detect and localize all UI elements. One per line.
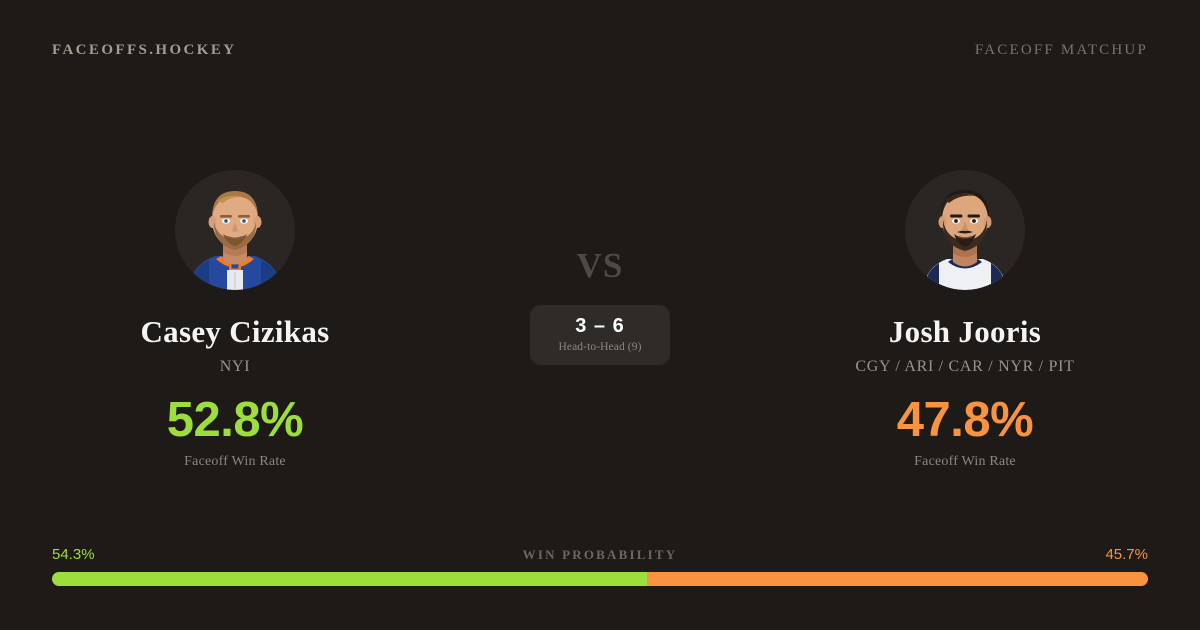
left-player-faceoff-label: Faceoff Win Rate [184, 453, 286, 469]
page-kicker: FACEOFF MATCHUP [974, 41, 1148, 58]
left-player-name: Casey Cizikas [140, 314, 330, 349]
win-probability-section: 54.3% WIN PROBABILITY 45.7% [52, 546, 1148, 586]
right-player-avatar [905, 170, 1025, 290]
player-headshot-jooris-icon [905, 170, 1025, 290]
right-player-card[interactable]: Josh Jooris CGY / ARI / CAR / NYR / PIT … [730, 100, 1200, 470]
versus-label: VS [576, 246, 624, 285]
page-header: FACEOFFS.HOCKEY FACEOFF MATCHUP [0, 0, 1200, 100]
left-player-card[interactable]: Casey Cizikas NYI 52.8% Faceoff Win Rate [0, 100, 470, 470]
win-probability-left-value: 54.3% [52, 546, 95, 563]
versus-section: VS 3 – 6 Head-to-Head (9) [470, 100, 730, 365]
head-to-head-label: Head-to-Head (9) [558, 341, 642, 354]
win-probability-title: WIN PROBABILITY [522, 547, 678, 562]
right-player-faceoff-pct: 47.8% [896, 392, 1034, 447]
matchup-section: Casey Cizikas NYI 52.8% Faceoff Win Rate… [0, 100, 1200, 500]
win-probability-right-value: 45.7% [1105, 546, 1148, 563]
player-headshot-cizikas-icon [175, 170, 295, 290]
right-player-name: Josh Jooris [888, 314, 1042, 349]
win-probability-bar-left-fill [52, 572, 648, 586]
win-probability-bar[interactable] [52, 572, 1148, 586]
right-player-teams: CGY / ARI / CAR / NYR / PIT [855, 357, 1075, 375]
win-probability-bar-right-fill [647, 572, 1148, 586]
site-brand: FACEOFFS.HOCKEY [52, 41, 237, 58]
win-probability-labels: 54.3% WIN PROBABILITY 45.7% [52, 546, 1148, 563]
head-to-head-box[interactable]: 3 – 6 Head-to-Head (9) [530, 305, 670, 365]
left-player-avatar [175, 170, 295, 290]
head-to-head-score: 3 – 6 [575, 315, 625, 338]
right-player-faceoff-label: Faceoff Win Rate [914, 453, 1016, 469]
left-player-teams: NYI [219, 357, 251, 375]
left-player-faceoff-pct: 52.8% [166, 392, 304, 447]
